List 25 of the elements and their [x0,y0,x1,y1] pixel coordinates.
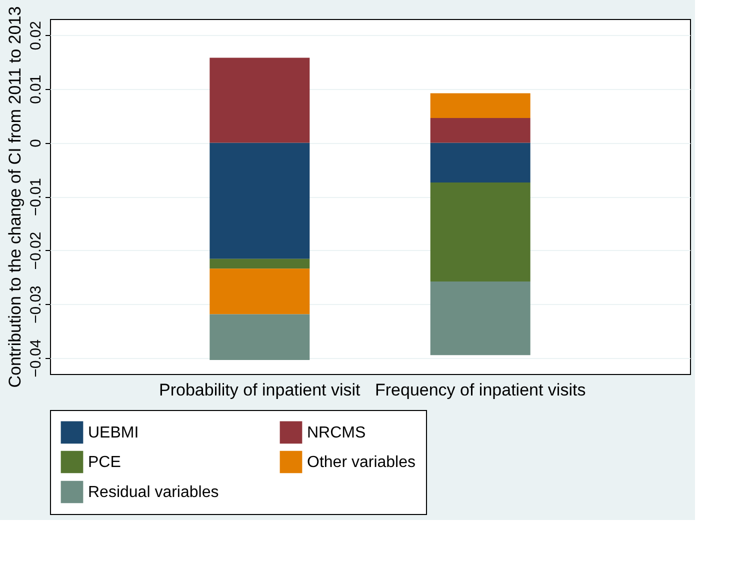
legend-label: NRCMS [307,424,366,442]
x-tick-label: Probability of inpatient visit [159,380,361,400]
bar [210,142,310,259]
bar [430,182,530,282]
x-tick-label: Frequency of inpatient visits [374,380,586,400]
y-axis-title: Contribution to the change of CI from 2011 to 2013 [6,6,24,388]
y-tick-label: 0.01 [28,74,44,104]
legend-label: Other variables [307,454,416,471]
y-tick-label: −0.01 [28,178,44,216]
bar [210,58,310,143]
bar [430,142,530,183]
y-tick-label: 0 [28,139,44,148]
y-tick-label: −0.03 [28,286,44,324]
bar [430,281,530,356]
y-tick-label: −0.04 [28,339,44,378]
legend-label: UEBMI [88,424,139,442]
legend-label: PCE [88,454,121,471]
bar [430,118,530,143]
bar [210,268,310,314]
y-tick-label: −0.02 [28,232,44,270]
y-tick-label: 0.02 [28,21,44,50]
legend-label: Residual variables [88,484,219,501]
bar [210,314,310,360]
bar [210,258,310,269]
bar [430,93,530,118]
